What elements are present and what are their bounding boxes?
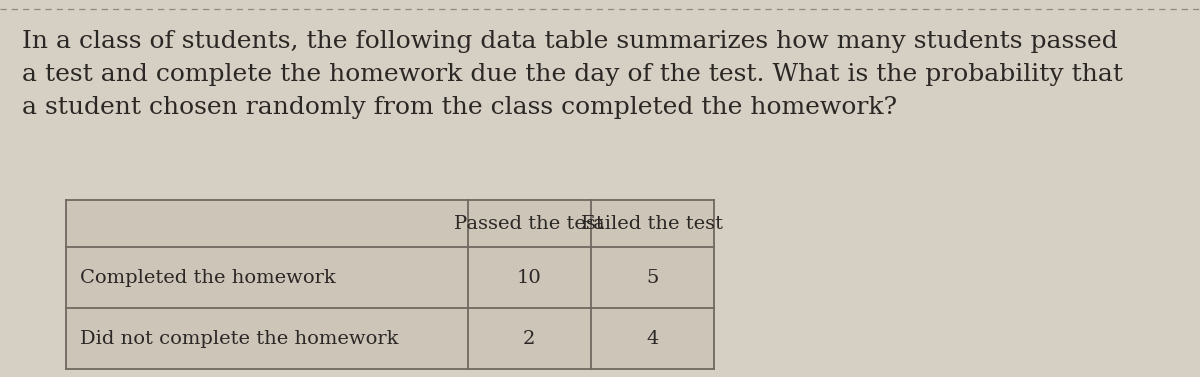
Text: 2: 2 [523,330,535,348]
Bar [468,308,590,369]
Bar [468,200,590,247]
Text: Did not complete the homework: Did not complete the homework [80,330,398,348]
Text: In a class of students, the following data table summarizes how many students pa: In a class of students, the following da… [22,30,1123,119]
Bar [590,308,714,369]
Bar [590,247,714,308]
Text: Passed the test: Passed the test [455,215,604,233]
Text: Completed the homework: Completed the homework [80,269,336,287]
Bar [468,247,590,308]
Text: 10: 10 [517,269,541,287]
Bar [66,308,468,369]
Bar [590,200,714,247]
Bar [66,247,468,308]
Text: 4: 4 [647,330,659,348]
Text: 5: 5 [647,269,659,287]
Text: Failed the test: Failed the test [582,215,724,233]
Bar [66,200,468,247]
